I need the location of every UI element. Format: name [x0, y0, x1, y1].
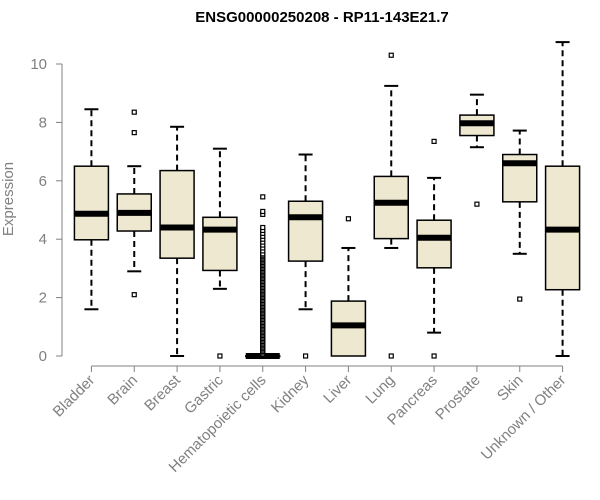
x-tick-label: Bladder: [50, 372, 99, 421]
x-tick-label: Skin: [494, 372, 527, 405]
box-iqr: [287, 200, 324, 262]
box-unknown-other: [544, 41, 581, 357]
outlier-point: [388, 353, 394, 359]
box-skin: [502, 129, 538, 302]
x-tick-label: Liver: [320, 372, 355, 407]
outlier-point: [431, 138, 437, 144]
box-iqr: [202, 216, 238, 272]
outlier-point: [131, 109, 137, 115]
box-breast: [159, 125, 195, 357]
y-tick-label: 8: [39, 114, 47, 131]
y-tick-label: 10: [30, 56, 47, 73]
box-iqr: [416, 219, 452, 269]
outlier-point: [131, 130, 137, 136]
box-liver: [330, 216, 367, 357]
outlier-point: [260, 194, 266, 200]
y-axis-label: Expression: [0, 162, 17, 236]
box-iqr: [330, 300, 367, 357]
y-tick-label: 4: [39, 231, 47, 248]
y-tick-label: 6: [39, 173, 47, 190]
outlier-point: [517, 296, 523, 302]
box-kidney: [287, 153, 324, 359]
x-tick-label: Kidney: [268, 371, 313, 416]
x-tick-label: Lung: [362, 372, 398, 408]
x-tick-label: Prostate: [432, 372, 484, 424]
outlier-point: [474, 201, 480, 207]
box-gastric: [202, 147, 238, 359]
box-hematopoietic-cells: [245, 194, 281, 359]
outlier-point: [260, 224, 266, 231]
outlier-point: [260, 208, 266, 215]
outlier-point: [345, 216, 352, 222]
y-tick-label: 2: [39, 290, 47, 307]
box-iqr: [373, 175, 409, 240]
box-lung: [373, 52, 409, 359]
boxes-group: [73, 41, 581, 359]
box-iqr: [73, 165, 110, 241]
box-brain: [116, 109, 152, 298]
chart-title: ENSG00000250208 - RP11-143E21.7: [195, 9, 449, 26]
box-pancreas: [416, 138, 452, 359]
box-prostate: [459, 93, 495, 207]
outlier-point: [388, 52, 394, 58]
outlier-point: [131, 292, 137, 298]
y-tick-label: 0: [39, 348, 47, 365]
box-bladder: [73, 108, 110, 311]
outlier-point: [302, 353, 309, 359]
x-tick-label: Brain: [104, 372, 141, 409]
outlier-point: [217, 353, 223, 359]
x-tick-label: Breast: [141, 371, 184, 414]
box-iqr: [159, 169, 195, 259]
outlier-point: [431, 353, 437, 359]
